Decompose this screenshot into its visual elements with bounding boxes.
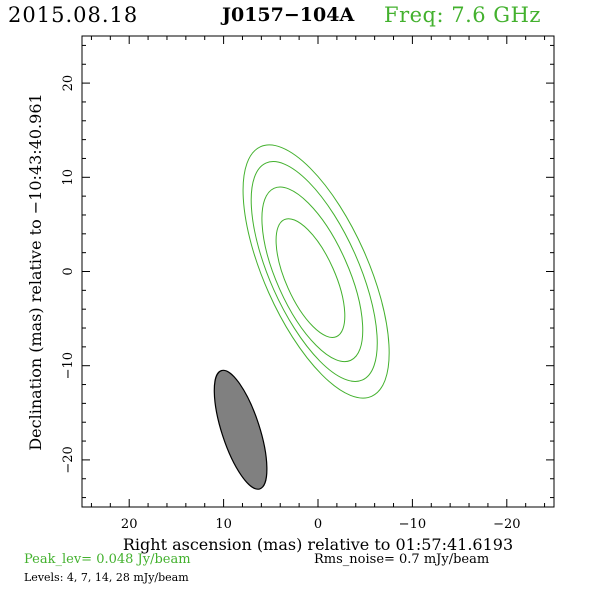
tick-labels: 20 10 0 −10 −20 20 10 0 −10 −20 (61, 75, 521, 532)
plot-frame (81, 35, 555, 508)
x-tick-label: −20 (493, 517, 520, 532)
y-tick-label: 10 (61, 169, 76, 186)
contour-28-mjy (275, 218, 346, 338)
x-tick-label: 0 (314, 517, 322, 532)
x-tick-label: −10 (399, 517, 426, 532)
x-tick-label: 10 (215, 517, 232, 532)
x-axis-label: Right ascension (mas) relative to 01:57:… (123, 535, 513, 554)
y-tick-label: −20 (61, 446, 76, 473)
contour-4-mjy (242, 144, 390, 399)
x-tick-label: 20 (121, 517, 138, 532)
source-name: J0157−104A (222, 4, 355, 26)
observation-date: 2015.08.18 (8, 3, 139, 27)
beam-group (213, 369, 268, 490)
rms-noise: Rms_noise= 0.7 mJy/beam (314, 552, 490, 567)
beam-ellipse (213, 369, 268, 490)
axis-ticks (82, 36, 554, 507)
frequency-label: Freq: 7.6 GHz (384, 3, 541, 27)
y-tick-label: 20 (61, 75, 76, 92)
contour-group (242, 144, 390, 399)
peak-level: Peak_lev= 0.048 Jy/beam (24, 552, 191, 567)
y-tick-label: −10 (61, 352, 76, 379)
y-tick-label: 0 (61, 267, 76, 275)
contour-14-mjy (261, 186, 364, 363)
contour-levels: Levels: 4, 7, 14, 28 mJy/beam (24, 571, 189, 584)
y-axis-label: Declination (mas) relative to −10:43:40.… (26, 93, 45, 450)
contour-7-mjy (250, 161, 378, 382)
